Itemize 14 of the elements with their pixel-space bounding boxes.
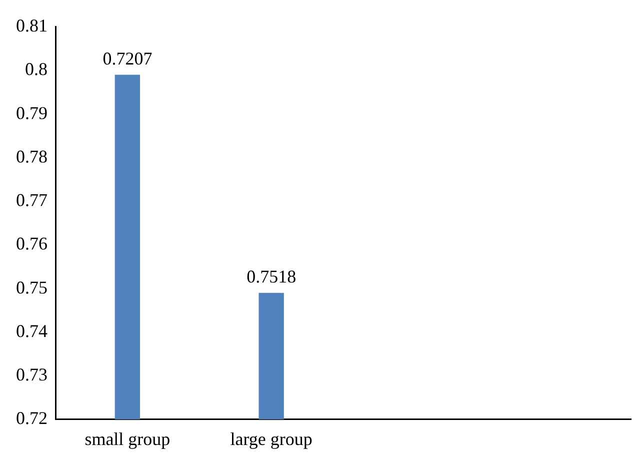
x-tick-label: small group (84, 428, 170, 449)
y-tick-label: 0.75 (16, 277, 48, 298)
y-tick-label: 0.79 (16, 102, 48, 123)
y-tick-label: 0.74 (16, 320, 48, 341)
y-tick-label: 0.78 (16, 146, 48, 166)
y-tick-label: 0.8 (25, 59, 48, 80)
y-tick-label: 0.77 (16, 190, 48, 210)
annotation: 0.7207 (102, 48, 152, 69)
y-tick-label: 0.81 (16, 16, 48, 36)
y-tick-label: 0.72 (16, 408, 48, 428)
y-tick-label: 0.73 (16, 364, 48, 385)
y-tick-label: 0.76 (16, 234, 48, 254)
annotation: 0.7518 (246, 266, 296, 287)
x-tick-label: large group (230, 428, 312, 449)
